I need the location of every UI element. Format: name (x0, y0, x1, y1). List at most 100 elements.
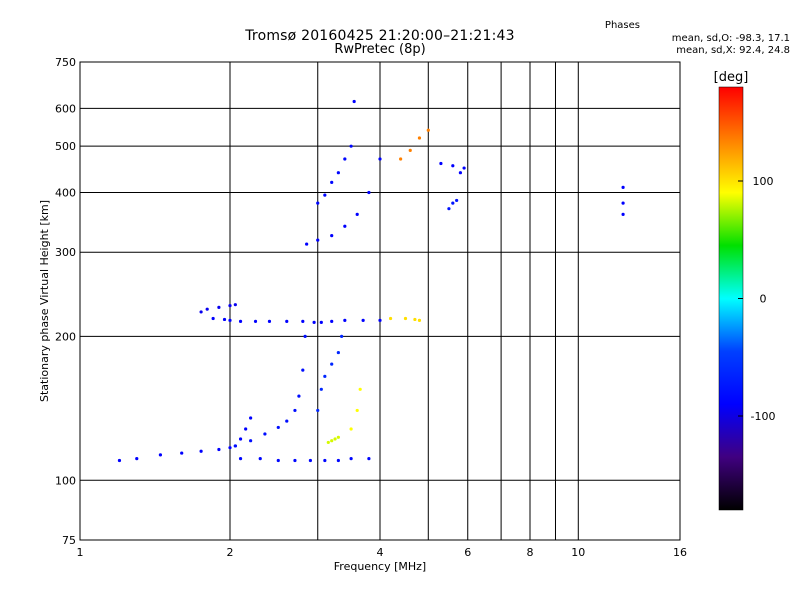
y-tick-label: 300 (55, 246, 76, 259)
data-point (458, 171, 463, 175)
data-point (323, 374, 327, 378)
data-point (462, 166, 466, 170)
x-tick-label: 1 (77, 546, 84, 559)
data-point (308, 458, 313, 463)
y-tick-label: 75 (62, 534, 76, 547)
data-point (217, 305, 221, 309)
data-point (233, 444, 237, 448)
data-point (349, 457, 353, 461)
data-point (455, 198, 459, 203)
phases-o-mean-sd: mean, sd,O: -98.3, 17.1 (671, 33, 790, 44)
data-point (249, 416, 253, 420)
data-point (267, 319, 272, 323)
x-tick-label: 8 (527, 546, 534, 559)
data-point (336, 435, 340, 439)
data-point (330, 362, 334, 366)
data-point (417, 136, 422, 140)
data-points (117, 99, 625, 463)
data-point (408, 148, 412, 152)
data-point (249, 439, 253, 443)
data-point (388, 316, 393, 321)
data-point (285, 319, 289, 323)
phases-x-mean-sd: mean, sd,X: 92.4, 24.8 (676, 45, 790, 56)
data-point (417, 318, 422, 323)
data-point (343, 224, 347, 228)
data-point (355, 408, 359, 413)
data-point (238, 319, 243, 323)
data-point (621, 212, 625, 216)
grid-lines (80, 62, 680, 540)
data-point (355, 212, 359, 216)
data-point (426, 128, 430, 132)
data-point (336, 171, 340, 175)
data-point (199, 449, 203, 453)
colorbar-tick-label: 100 (753, 175, 774, 188)
data-point (158, 453, 163, 457)
data-point (361, 318, 365, 323)
data-point (293, 458, 297, 463)
data-point (323, 193, 327, 197)
data-point (238, 437, 243, 441)
data-point (439, 161, 443, 166)
data-point (258, 457, 262, 461)
data-point (293, 408, 297, 413)
data-point (199, 310, 203, 314)
data-point (358, 387, 362, 391)
data-point (319, 387, 323, 391)
data-point (349, 144, 353, 148)
data-point (340, 334, 344, 338)
x-axis-label: Frequency [MHz] (334, 560, 426, 573)
data-point (621, 185, 625, 189)
data-point (276, 425, 280, 430)
data-point (330, 319, 334, 323)
data-point (205, 307, 209, 311)
data-point (621, 201, 625, 205)
phases-heading: Phases (604, 20, 640, 31)
data-point (349, 427, 353, 431)
data-point (285, 419, 289, 423)
data-point (222, 317, 227, 322)
data-point (399, 157, 403, 161)
data-point (117, 458, 122, 463)
data-point (330, 233, 334, 238)
plot-frame (79, 61, 681, 541)
data-point (451, 201, 455, 205)
y-tick-label: 750 (55, 56, 76, 69)
data-point (330, 439, 334, 443)
data-point (343, 157, 347, 161)
data-point (367, 457, 371, 461)
y-axis-label: Stationary phase Virtual Height [km] (38, 200, 51, 402)
data-point (319, 320, 323, 324)
x-tick-label: 6 (464, 546, 471, 559)
data-point (228, 303, 232, 308)
data-point (211, 316, 215, 321)
x-tick-label: 10 (571, 546, 585, 559)
data-point (343, 318, 347, 323)
data-point (333, 437, 337, 441)
data-point (330, 180, 334, 184)
chart-subtitle: RwPretec (8p) (334, 42, 426, 57)
data-point (303, 334, 307, 338)
data-point (413, 317, 417, 322)
y-tick-label: 400 (55, 186, 76, 199)
colorbar-ticks: 100 0 -100 (738, 175, 775, 423)
colorbar-tick-label: -100 (751, 410, 776, 423)
data-point (135, 457, 139, 461)
data-point (378, 318, 382, 323)
x-tick-label: 4 (377, 546, 384, 559)
data-point (451, 164, 455, 168)
data-point (244, 427, 248, 431)
x-tick-label: 16 (673, 546, 687, 559)
data-point (336, 458, 340, 463)
y-tick-label: 600 (55, 102, 76, 115)
data-point (323, 458, 327, 463)
data-point (326, 440, 330, 445)
data-point (228, 446, 232, 450)
data-point (352, 99, 356, 104)
y-tick-label: 100 (55, 474, 76, 487)
data-point (233, 303, 237, 307)
data-point (253, 319, 258, 323)
data-point (301, 368, 305, 372)
data-point (312, 320, 316, 324)
